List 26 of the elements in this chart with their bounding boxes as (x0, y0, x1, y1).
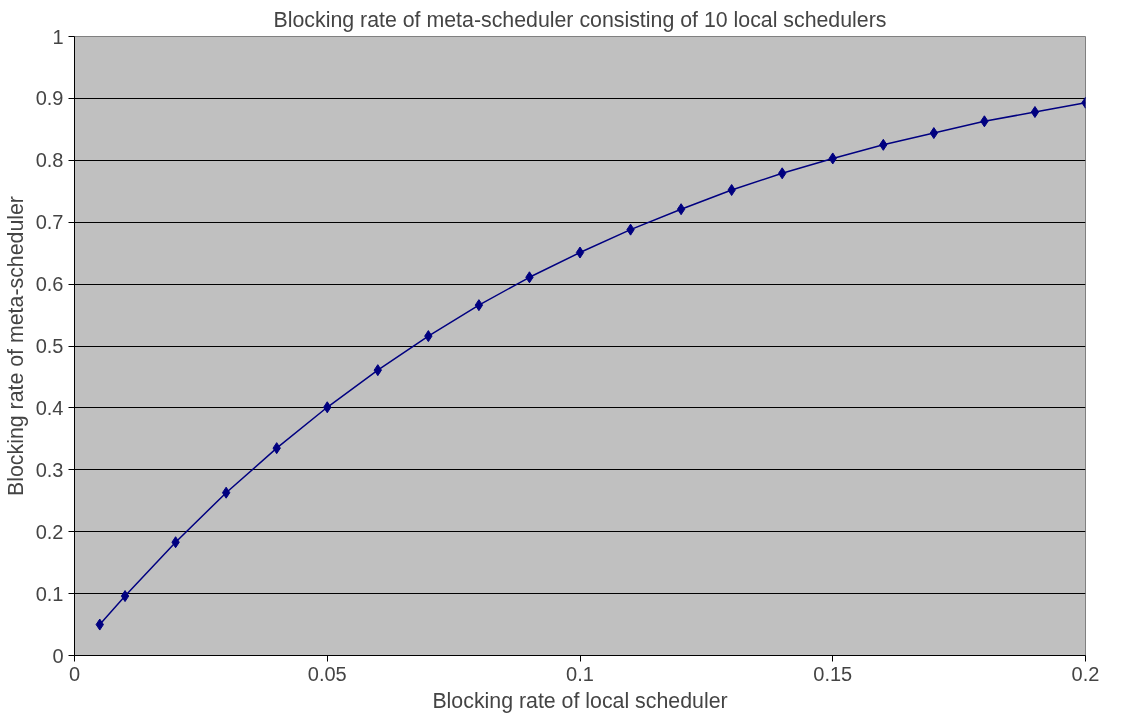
point (221, 486, 231, 499)
x-tick-label: 0 (68, 662, 81, 685)
y-tick-label: 0.9 (35, 87, 64, 110)
chart-title: Blocking rate of meta-scheduler consisting of 10 local schedulers (273, 7, 887, 32)
x-tick-label: 0.1 (566, 662, 594, 685)
y-tick-label: 1 (52, 25, 64, 48)
point (575, 246, 585, 259)
y-tick-label: 0.1 (35, 582, 64, 605)
x-tick-label: 0.2 (1071, 662, 1100, 685)
x-axis-title: Blocking rate of local scheduler (432, 688, 728, 713)
y-tick-label: 0.2 (35, 520, 64, 543)
point (1030, 106, 1040, 119)
y-tick-label: 0.6 (35, 273, 64, 296)
y-tick-label: 0 (52, 644, 64, 667)
point (676, 203, 686, 216)
point (474, 299, 484, 312)
y-tick-label: 0.3 (35, 458, 64, 481)
point (120, 590, 130, 603)
x-tick-label: 0.05 (307, 662, 347, 685)
y-tick-label: 0.8 (35, 149, 64, 172)
y-axis-title: Blocking rate of meta-scheduler (3, 196, 28, 496)
y-tick-label: 0.5 (35, 335, 64, 357)
y-tick-label: 0.7 (35, 211, 64, 234)
point (929, 127, 939, 140)
x-tick-label: 0.15 (813, 662, 853, 685)
y-tick-label: 0.4 (35, 396, 64, 419)
